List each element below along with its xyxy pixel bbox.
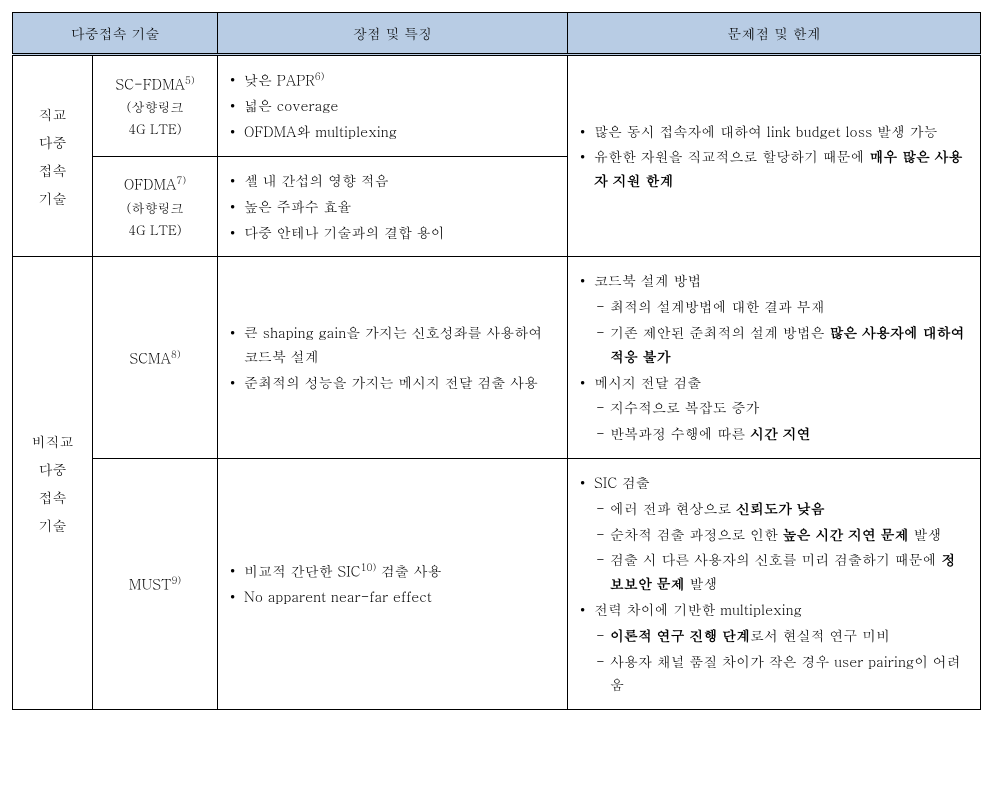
cat-line: 비직교 [25, 427, 80, 455]
sub-note: (상향링크 [105, 96, 205, 118]
advantages-cell: 셀 내 간섭의 영향 적음 높은 주파수 효율 다중 안테나 기술과의 결합 용… [218, 157, 568, 257]
header-advantages: 장점 및 특징 [218, 13, 568, 55]
adv-item: 비교적 간단한 SIC10) 검출 사용 [230, 559, 555, 583]
footnote-ref: 9) [171, 573, 181, 587]
header-tech: 다중접속 기술 [13, 13, 218, 55]
adv-item: 셀 내 간섭의 영향 적음 [230, 169, 555, 193]
table-row: 비직교 다중 접속 기술 SCMA8) 큰 shaping gain을 가지는 … [13, 257, 981, 459]
sub-note: (하향링크 [105, 197, 205, 219]
advantages-cell: 낮은 PAPR6) 넓은 coverage OFDMA와 multiplexin… [218, 55, 568, 157]
cat-line: 기술 [25, 184, 80, 212]
footnote-ref: 6) [315, 69, 325, 83]
category-nonorthogonal: 비직교 다중 접속 기술 [13, 257, 93, 710]
category-orthogonal: 직교 다중 접속 기술 [13, 55, 93, 257]
header-limitations: 문제점 및 한계 [568, 13, 981, 55]
cat-line: 접속 [25, 483, 80, 511]
header-row: 다중접속 기술 장점 및 특징 문제점 및 한계 [13, 13, 981, 55]
footnote-ref: 5) [185, 73, 195, 87]
cat-line: 기술 [25, 511, 80, 539]
adv-item: 준최적의 성능을 가지는 메시지 전달 검출 사용 [230, 371, 555, 395]
limitations-cell: SIC 검출 에러 전파 현상으로 신뢰도가 낮음 순차적 검출 과정으로 인한… [568, 459, 981, 710]
lim-sub: 순차적 검출 과정으로 인한 높은 시간 지연 문제 발생 [594, 523, 968, 547]
adv-item: OFDMA와 multiplexing [230, 120, 555, 144]
advantages-cell: 큰 shaping gain을 가지는 신호성좌를 사용하여 코드북 설계 준최… [218, 257, 568, 459]
cat-line: 다중 [25, 128, 80, 156]
lim-sub: 최적의 설계방법에 대한 결과 부재 [594, 295, 968, 319]
footnote-ref: 10) [361, 560, 377, 574]
subtech-scma: SCMA8) [93, 257, 218, 459]
lim-sub: 검출 시 다른 사용자의 신호를 미리 검출하기 때문에 정보보안 문제 발생 [594, 548, 968, 596]
lim-item: 메시지 전달 검출 지수적으로 복잡도 증가 반복과정 수행에 따른 시간 지연 [580, 371, 968, 446]
lim-item: 유한한 자원을 직교적으로 할당하기 때문에 매우 많은 사용자 지원 한계 [580, 145, 968, 193]
sub-note: 4G LTE) [105, 219, 205, 241]
advantages-cell: 비교적 간단한 SIC10) 검출 사용 No apparent near-fa… [218, 459, 568, 710]
table-row: 직교 다중 접속 기술 SC-FDMA5) (상향링크 4G LTE) 낮은 P… [13, 55, 981, 157]
subtech-scfdma: SC-FDMA5) (상향링크 4G LTE) [93, 55, 218, 157]
lim-item: 코드북 설계 방법 최적의 설계방법에 대한 결과 부재 기존 제안된 준최적의… [580, 269, 968, 368]
sub-note: 4G LTE) [105, 118, 205, 140]
adv-item: 큰 shaping gain을 가지는 신호성좌를 사용하여 코드북 설계 [230, 321, 555, 369]
footnote-ref: 8) [171, 347, 181, 361]
cat-line: 접속 [25, 156, 80, 184]
lim-sub: 사용자 채널 품질 차이가 작은 경우 user pairing이 어려움 [594, 650, 968, 698]
sub-name: SC-FDMA [115, 73, 185, 93]
lim-sub: 반복과정 수행에 따른 시간 지연 [594, 422, 968, 446]
sub-name: MUST [129, 574, 172, 594]
lim-item: 많은 동시 접속자에 대하여 link budget loss 발생 가능 [580, 120, 968, 144]
lim-sub: 에러 전파 현상으로 신뢰도가 낮음 [594, 497, 968, 521]
subtech-must: MUST9) [93, 459, 218, 710]
sub-name: SCMA [129, 347, 171, 367]
subtech-ofdma: OFDMA7) (하향링크 4G LTE) [93, 157, 218, 257]
adv-item: 높은 주파수 효율 [230, 195, 555, 219]
adv-item: 낮은 PAPR6) [230, 68, 555, 92]
adv-item: 넓은 coverage [230, 94, 555, 118]
adv-item: No apparent near-far effect [230, 585, 555, 609]
cat-line: 직교 [25, 100, 80, 128]
sub-name: OFDMA [124, 174, 176, 194]
adv-item: 다중 안테나 기술과의 결합 용이 [230, 221, 555, 245]
lim-sub: 지수적으로 복잡도 증가 [594, 396, 968, 420]
lim-item: SIC 검출 에러 전파 현상으로 신뢰도가 낮음 순차적 검출 과정으로 인한… [580, 471, 968, 596]
table-row: MUST9) 비교적 간단한 SIC10) 검출 사용 No apparent … [13, 459, 981, 710]
lim-item: 전력 차이에 기반한 multiplexing 이론적 연구 진행 단계로서 현… [580, 598, 968, 697]
multiple-access-table: 다중접속 기술 장점 및 특징 문제점 및 한계 직교 다중 접속 기술 SC-… [12, 12, 981, 710]
limitations-cell: 코드북 설계 방법 최적의 설계방법에 대한 결과 부재 기존 제안된 준최적의… [568, 257, 981, 459]
lim-sub: 기존 제안된 준최적의 설계 방법은 많은 사용자에 대하여 적응 불가 [594, 321, 968, 369]
limitations-cell: 많은 동시 접속자에 대하여 link budget loss 발생 가능 유한… [568, 55, 981, 257]
footnote-ref: 7) [176, 173, 186, 187]
cat-line: 다중 [25, 455, 80, 483]
lim-sub: 이론적 연구 진행 단계로서 현실적 연구 미비 [594, 624, 968, 648]
